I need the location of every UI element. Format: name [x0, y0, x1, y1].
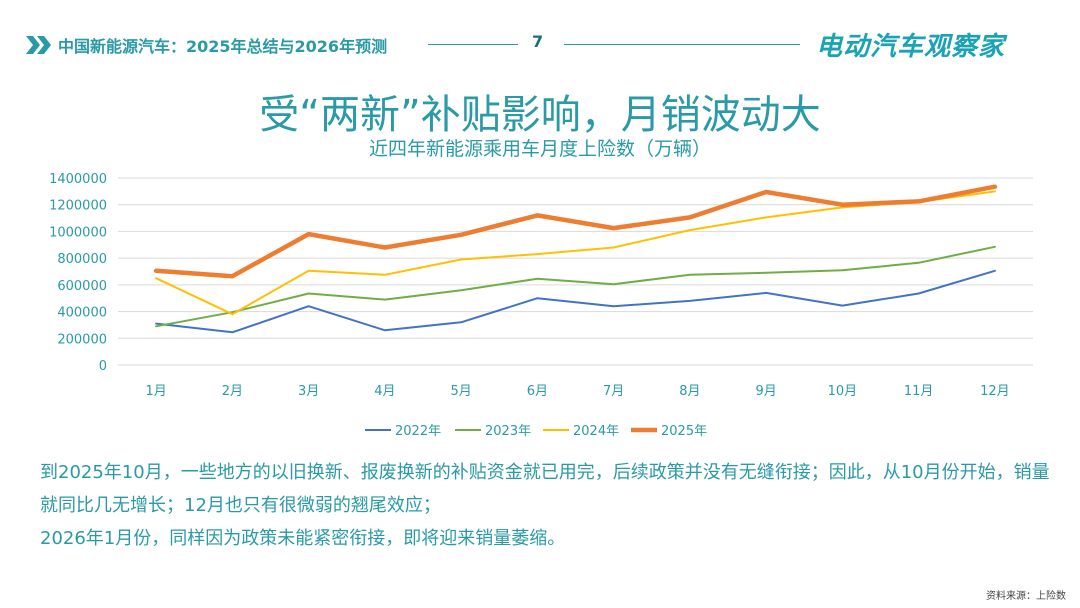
- line-chart: 0 200000 400000 600000 800000 1000000 1200000 1…: [49, 172, 1033, 439]
- y-tick-label: 200000: [57, 332, 107, 347]
- paragraph-2: 2026年1月份，同样因为政策未能紧密衔接，即将迎来销量萎缩。: [40, 528, 566, 549]
- x-tick-label: 12月: [980, 384, 1010, 399]
- y-tick-label: 1200000: [49, 199, 107, 214]
- y-tick-label: 800000: [57, 252, 107, 267]
- header-divider-left: [428, 44, 518, 45]
- slide-header: 中国新能源汽车：2025年总结与2026年预测 7 电动汽车观察家: [0, 0, 1080, 80]
- x-tick-label: 7月: [603, 384, 624, 399]
- report-title: 中国新能源汽车：2025年总结与2026年预测: [58, 37, 388, 56]
- x-tick-label: 5月: [450, 384, 471, 399]
- y-tick-label: 0: [99, 359, 107, 374]
- brand-logo: 电动汽车观察家: [816, 32, 1006, 62]
- body-text: 到2025年10月，一些地方的以旧换新、报废换新的补贴资金就已用完，后续政策并没…: [40, 456, 1050, 555]
- series-line-2024年: [155, 190, 996, 316]
- header-divider-right: [564, 44, 800, 45]
- x-tick-label: 8月: [679, 384, 700, 399]
- page-number: 7: [532, 32, 544, 51]
- x-tick-label: 4月: [374, 384, 395, 399]
- legend-label: 2022年: [395, 424, 441, 439]
- x-tick-label: 9月: [755, 384, 776, 399]
- y-tick-label: 1400000: [49, 172, 107, 187]
- y-tick-label: 600000: [57, 279, 107, 294]
- x-tick-label: 1月: [145, 384, 166, 399]
- series-line-2022年: [155, 269, 996, 334]
- series-line-2025年: [153, 184, 998, 279]
- double-chevron-icon: [26, 36, 51, 54]
- slide-title: 受“两新”补贴影响，月销波动大: [259, 92, 821, 138]
- legend-label: 2024年: [573, 424, 619, 439]
- y-tick-label: 1000000: [49, 225, 107, 240]
- x-tick-label: 11月: [904, 384, 934, 399]
- chart-title: 近四年新能源乘用车月度上险数（万辆）: [368, 138, 711, 160]
- x-tick-label: 3月: [298, 384, 319, 399]
- legend-label: 2023年: [485, 424, 531, 439]
- series-line-2023年: [155, 245, 996, 328]
- source-note: 资料来源：上险数: [986, 591, 1066, 602]
- legend-label: 2025年: [661, 424, 707, 439]
- x-tick-label: 6月: [527, 384, 548, 399]
- paragraph-1: 到2025年10月，一些地方的以旧换新、报废换新的补贴资金就已用完，后续政策并没…: [40, 462, 1050, 516]
- x-tick-label: 10月: [828, 384, 858, 399]
- x-tick-label: 2月: [222, 384, 243, 399]
- y-tick-label: 400000: [57, 306, 107, 321]
